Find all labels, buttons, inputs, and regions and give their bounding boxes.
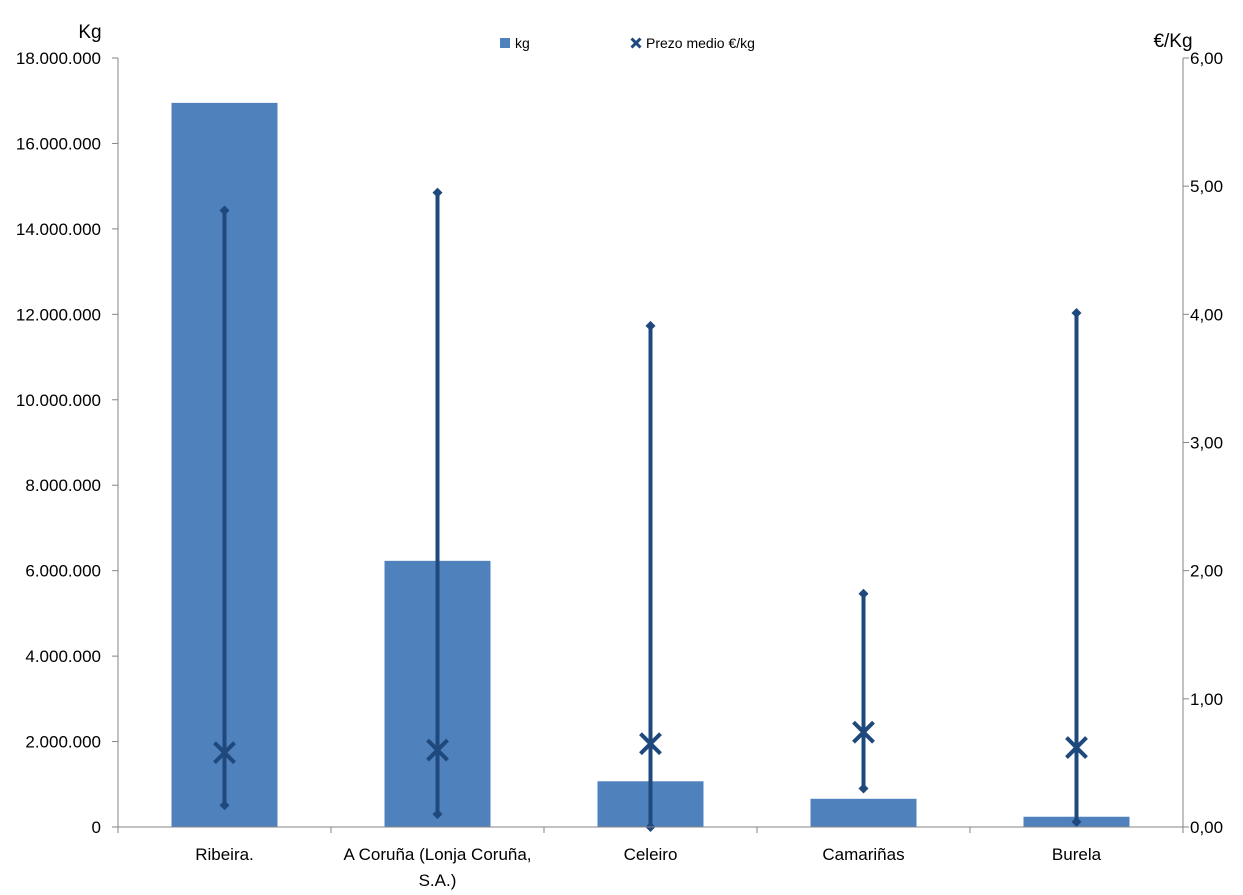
left-axis-tick-label: 4.000.000 [25,647,101,666]
price-high-marker [219,205,230,216]
right-axis-tick-label: 3,00 [1190,434,1223,453]
price-average-marker [639,732,662,756]
price-average-marker [426,738,449,762]
legend-kg-swatch [500,38,510,48]
axes-layer: Kg €/Kg 0 2.000.000 4.000.000 6.000.000 8.00… [16,22,1223,890]
left-axis-tick-label: 8.000.000 [25,476,101,495]
category-label-line: Camariñas [822,845,904,864]
category-label-line: A Coruña (Lonja Coruña, [343,845,531,864]
legend-kg-label: kg [515,35,530,51]
category-label-line: S.A.) [419,871,457,890]
price-low-marker [1071,816,1082,827]
price-layer [213,187,1088,832]
left-axis-tick-label: 12.000.000 [16,305,101,324]
legend-price-x-marker [630,37,642,49]
left-axis-tick-label: 10.000.000 [16,391,101,410]
right-axis-tick-label: 4,00 [1190,305,1223,324]
right-axis-tick-label: 6,00 [1190,49,1223,68]
price-low-marker [432,809,443,820]
left-axis-tick-label: 6.000.000 [25,562,101,581]
bar-kg [810,798,917,827]
left-axis-tick-label: 0 [92,818,101,837]
category-label: Burela [1052,845,1102,864]
price-average-marker [852,720,875,744]
category-label-line: Celeiro [624,845,678,864]
legend-price-x-shape [630,37,642,49]
category-label: A Coruña (Lonja Coruña, S.A.) [343,845,531,890]
price-high-marker [858,588,869,599]
left-axis-tick-label: 18.000.000 [16,49,101,68]
price-high-marker [645,320,656,331]
price-high-marker [1071,308,1082,319]
right-axis-tick-label: 5,00 [1190,177,1223,196]
right-axis-tick-label: 0,00 [1190,818,1223,837]
category-label: Celeiro [624,845,678,864]
left-axis-tick-label: 2.000.000 [25,733,101,752]
category-label-line: Burela [1052,845,1102,864]
price-high-marker [432,187,443,198]
left-axis-unit-label: Kg [78,22,101,43]
price-low-marker [858,783,869,794]
category-label: Ribeira. [195,845,254,864]
right-axis-tick-label: 2,00 [1190,562,1223,581]
price-average-marker [1065,736,1088,759]
price-low-marker [219,800,230,811]
legend: kg Prezo medio €/kg [500,35,755,51]
left-axis-tick-label: 16.000.000 [16,134,101,153]
category-label-line: Ribeira. [195,845,254,864]
right-axis-tick-label: 1,00 [1190,690,1223,709]
right-axis-unit-label: €/Kg [1153,31,1192,52]
legend-price-label: Prezo medio €/kg [646,35,755,51]
left-axis-tick-label: 14.000.000 [16,220,101,239]
category-label: Camariñas [822,845,904,864]
price-average-marker [213,741,236,765]
